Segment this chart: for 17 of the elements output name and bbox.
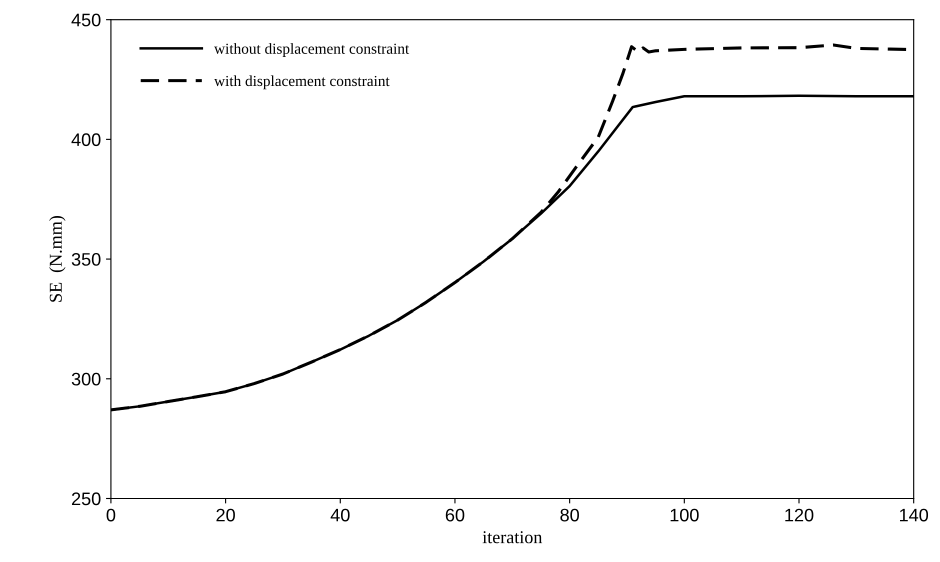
y-tick-label: 350	[72, 253, 100, 266]
x-tick-label: 100	[670, 508, 699, 522]
x-tick-label: 0	[106, 508, 116, 522]
x-tick-label: 20	[216, 508, 235, 522]
y-tick-label: 450	[71, 14, 100, 26]
y-tick-label: 300	[72, 372, 100, 386]
y-tick-label: 250	[72, 492, 100, 506]
x-tick-label: 80	[560, 508, 579, 522]
y-tick-label: 400	[71, 133, 100, 146]
x-tick-label: 60	[446, 508, 464, 522]
x-tick-label: 40	[330, 508, 350, 522]
x-tick-label: 140	[900, 508, 928, 522]
x-tick-label: 120	[785, 508, 814, 522]
legend-label: with displacement constraint	[214, 75, 390, 90]
y-axis-title: SE (N.mm)	[49, 216, 66, 302]
legend-label: without displacement constraint	[214, 43, 410, 57]
x-axis-title: iteration	[482, 531, 542, 544]
